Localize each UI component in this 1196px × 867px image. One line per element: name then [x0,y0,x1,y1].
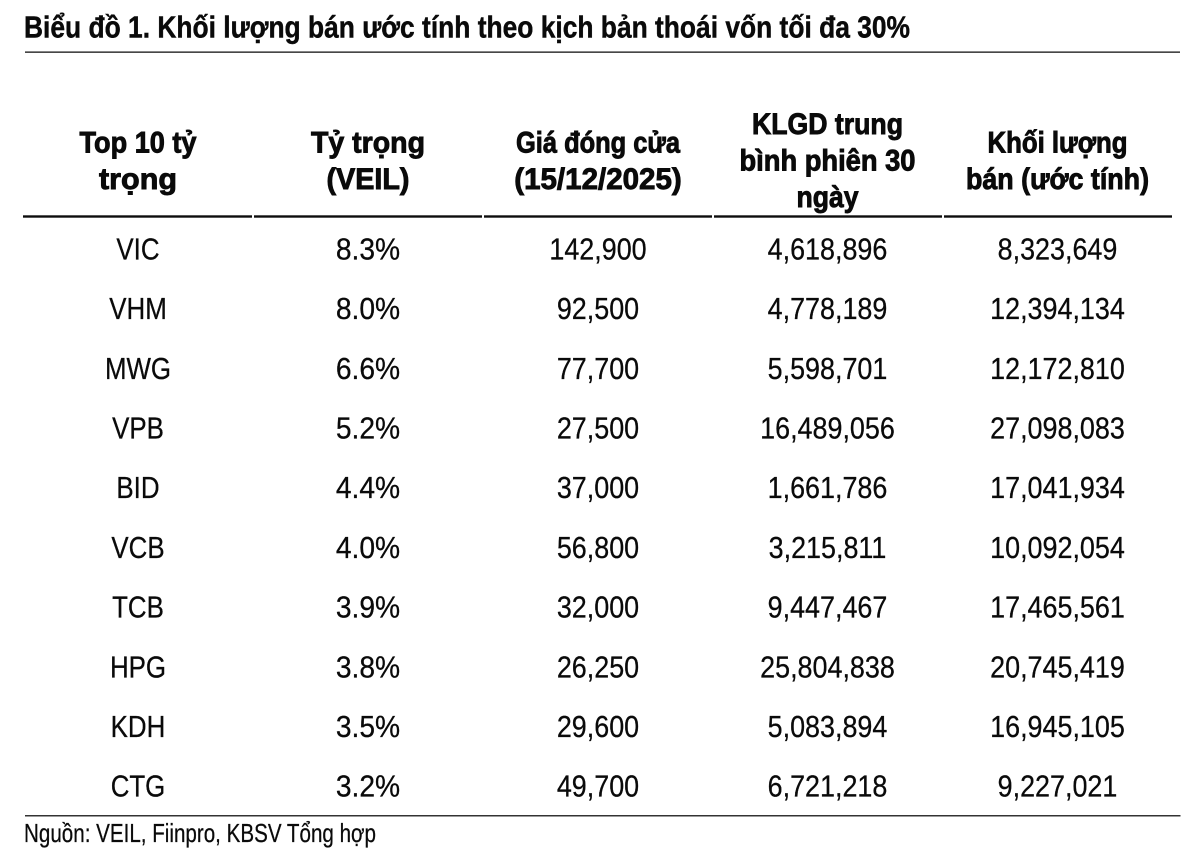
svg-text:32,000: 32,000 [557,590,639,625]
svg-text:bình phiên 30: bình phiên 30 [740,145,916,178]
svg-text:Giá đóng cửa: Giá đóng cửa [516,127,680,160]
svg-text:3.5%: 3.5% [336,709,400,744]
svg-text:6,721,218: 6,721,218 [768,769,888,804]
svg-text:16,945,105: 16,945,105 [990,709,1125,744]
svg-text:6.6%: 6.6% [336,351,400,386]
svg-text:Biểu đồ 1. Khối lượng bán ước: Biểu đồ 1. Khối lượng bán ước tính theo … [24,10,910,45]
svg-text:92,500: 92,500 [557,291,639,326]
svg-text:3.9%: 3.9% [336,590,400,625]
svg-text:10,092,054: 10,092,054 [990,530,1125,565]
svg-text:37,000: 37,000 [557,470,639,505]
svg-text:5.2%: 5.2% [336,411,400,446]
svg-text:VIC: VIC [116,231,159,266]
svg-text:VHM: VHM [109,291,167,326]
svg-text:VPB: VPB [112,411,164,446]
svg-text:KDH: KDH [111,709,166,744]
svg-text:4,778,189: 4,778,189 [768,291,888,326]
svg-text:trọng: trọng [99,163,177,196]
svg-text:bán (ước tính): bán (ước tính) [966,163,1149,196]
svg-text:TCB: TCB [112,590,164,625]
svg-text:8.0%: 8.0% [336,291,400,326]
svg-text:3,215,811: 3,215,811 [769,530,887,565]
svg-text:27,098,083: 27,098,083 [990,411,1125,446]
svg-text:4.0%: 4.0% [336,530,400,565]
svg-text:29,600: 29,600 [557,709,639,744]
svg-text:4.4%: 4.4% [336,470,400,505]
svg-text:12,394,134: 12,394,134 [990,291,1125,326]
svg-text:17,465,561: 17,465,561 [990,590,1125,625]
svg-text:8.3%: 8.3% [336,231,400,266]
svg-text:BID: BID [116,470,159,505]
svg-text:142,900: 142,900 [549,231,646,266]
svg-text:MWG: MWG [105,351,171,386]
svg-text:Nguồn: VEIL, Fiinpro, KBSV Tổn: Nguồn: VEIL, Fiinpro, KBSV Tổng hợp [24,818,376,848]
svg-text:3.2%: 3.2% [336,769,400,804]
svg-text:4,618,896: 4,618,896 [768,231,888,266]
svg-text:5,598,701: 5,598,701 [768,351,888,386]
svg-text:ngày: ngày [797,181,859,214]
svg-text:HPG: HPG [110,649,166,684]
svg-text:26,250: 26,250 [557,649,639,684]
svg-text:8,323,649: 8,323,649 [998,231,1118,266]
svg-text:16,489,056: 16,489,056 [760,411,895,446]
svg-text:CTG: CTG [111,769,166,804]
svg-text:25,804,838: 25,804,838 [760,649,895,684]
svg-text:5,083,894: 5,083,894 [768,709,888,744]
svg-text:3.8%: 3.8% [336,649,400,684]
svg-text:9,227,021: 9,227,021 [998,769,1118,804]
svg-text:20,745,419: 20,745,419 [990,649,1125,684]
svg-text:(15/12/2025): (15/12/2025) [514,163,682,196]
svg-text:9,447,467: 9,447,467 [768,590,888,625]
svg-text:12,172,810: 12,172,810 [990,351,1125,386]
svg-text:17,041,934: 17,041,934 [990,470,1125,505]
svg-text:Khối lượng: Khối lượng [988,127,1128,160]
svg-text:49,700: 49,700 [557,769,639,804]
svg-text:77,700: 77,700 [557,351,639,386]
svg-text:(VEIL): (VEIL) [327,163,410,196]
svg-text:1,661,786: 1,661,786 [768,470,888,505]
svg-text:KLGD trung: KLGD trung [752,108,903,141]
svg-text:27,500: 27,500 [557,411,639,446]
svg-text:Top 10 tỷ: Top 10 tỷ [80,127,197,160]
svg-text:56,800: 56,800 [557,530,639,565]
svg-text:VCB: VCB [111,530,164,565]
svg-text:Tỷ trọng: Tỷ trọng [311,127,425,160]
